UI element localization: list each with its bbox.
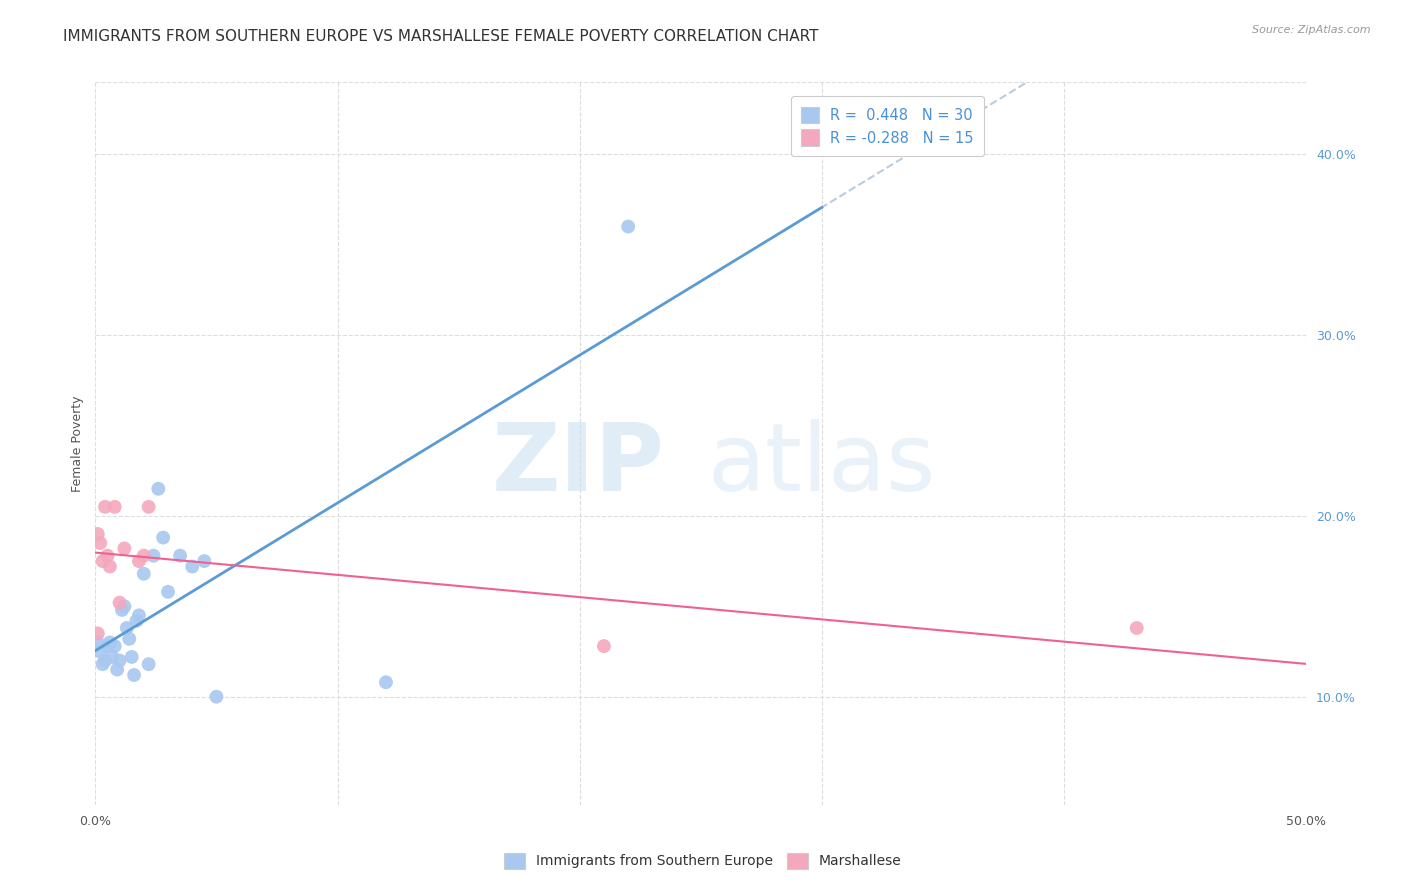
Text: atlas: atlas: [707, 419, 936, 511]
Point: [115, 621, 138, 635]
Point: [96, 639, 118, 653]
Point: [89, 536, 111, 550]
Point: [104, 639, 127, 653]
Point: [87, 635, 110, 649]
Point: [148, 482, 170, 496]
Point: [132, 566, 155, 581]
Point: [87, 626, 110, 640]
Point: [98, 635, 121, 649]
Y-axis label: Female Poverty: Female Poverty: [72, 395, 84, 491]
Point: [94, 500, 117, 514]
Point: [108, 596, 131, 610]
Text: ZIP: ZIP: [492, 419, 665, 511]
Point: [118, 632, 141, 646]
Point: [98, 559, 121, 574]
Point: [128, 554, 150, 568]
Point: [152, 531, 174, 545]
Point: [122, 668, 145, 682]
Point: [138, 657, 160, 672]
Point: [91, 657, 114, 672]
Point: [112, 541, 135, 556]
Point: [169, 549, 191, 563]
Text: IMMIGRANTS FROM SOUTHERN EUROPE VS MARSHALLESE FEMALE POVERTY CORRELATION CHART: IMMIGRANTS FROM SOUTHERN EUROPE VS MARSH…: [63, 29, 818, 44]
Point: [193, 554, 215, 568]
Point: [125, 614, 148, 628]
Point: [89, 644, 111, 658]
Text: Source: ZipAtlas.com: Source: ZipAtlas.com: [1253, 25, 1371, 35]
Point: [132, 549, 155, 563]
Point: [1125, 621, 1147, 635]
Point: [94, 654, 117, 668]
Point: [87, 527, 110, 541]
Point: [108, 654, 131, 668]
Point: [142, 549, 165, 563]
Point: [101, 649, 124, 664]
Point: [121, 649, 143, 664]
Point: [181, 559, 204, 574]
Point: [128, 608, 150, 623]
Point: [375, 675, 398, 690]
Point: [593, 639, 616, 653]
Point: [617, 219, 640, 234]
Point: [112, 599, 135, 614]
Point: [91, 554, 114, 568]
Legend: R =  0.448   N = 30, R = -0.288   N = 15: R = 0.448 N = 30, R = -0.288 N = 15: [792, 96, 984, 156]
Point: [104, 500, 127, 514]
Point: [156, 584, 179, 599]
Point: [205, 690, 228, 704]
Point: [138, 500, 160, 514]
Point: [105, 663, 128, 677]
Point: [111, 603, 134, 617]
Point: [96, 549, 118, 563]
Legend: Immigrants from Southern Europe, Marshallese: Immigrants from Southern Europe, Marshal…: [499, 847, 907, 874]
